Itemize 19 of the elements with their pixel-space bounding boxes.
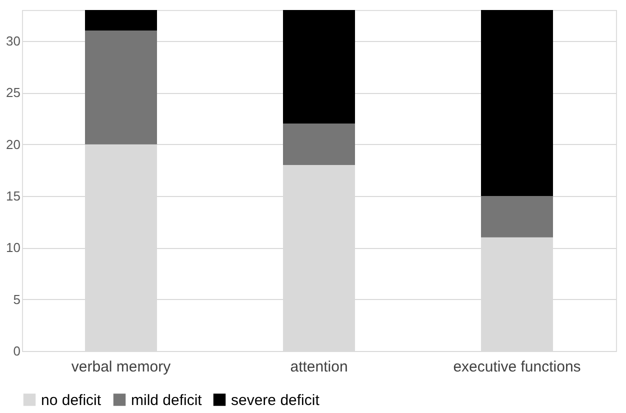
x-tick-label: verbal memory (71, 358, 172, 376)
legend-label: no deficit (41, 392, 102, 409)
y-tick-label: 15 (6, 188, 20, 204)
y-tick-label: 20 (6, 136, 20, 152)
x-tick-label: executive functions (453, 358, 581, 376)
bar (283, 124, 355, 165)
legend-label: severe deficit (231, 392, 320, 409)
bar (481, 10, 553, 196)
bar (85, 10, 157, 31)
y-tick-label: 25 (6, 85, 20, 100)
x-tick-label: attention (290, 358, 348, 376)
y-tick-label: 0 (13, 344, 20, 358)
legend-label: mild deficit (131, 392, 203, 409)
y-tick-label: 5 (13, 292, 20, 307)
bar (481, 196, 553, 238)
bar (85, 30, 157, 144)
y-tick-label: 10 (6, 240, 20, 256)
y-tick-label: 30 (6, 34, 20, 48)
bar (283, 10, 355, 124)
